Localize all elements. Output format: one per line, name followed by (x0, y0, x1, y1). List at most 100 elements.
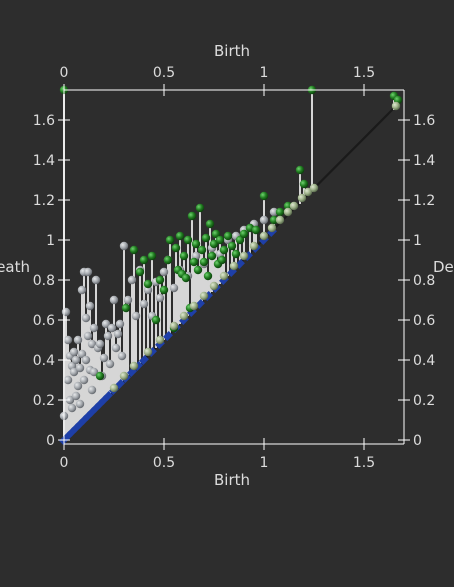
data-point (283, 201, 293, 211)
data-point (69, 347, 79, 357)
data-point (129, 361, 139, 371)
data-point (119, 371, 129, 381)
data-point (75, 363, 85, 373)
x-tick-label-bottom: 1 (260, 455, 269, 471)
data-point (71, 391, 81, 401)
data-point (235, 235, 245, 245)
data-point (103, 331, 113, 341)
y-tick-label-right: 1.2 (413, 193, 435, 209)
data-point (259, 231, 269, 241)
data-point (89, 367, 99, 377)
data-point (209, 239, 219, 249)
data-point (89, 323, 99, 333)
data-point (259, 191, 269, 201)
data-point (83, 331, 93, 341)
data-point (159, 285, 169, 295)
data-point (105, 359, 115, 369)
data-point (191, 239, 201, 249)
data-point (85, 301, 95, 311)
data-point (269, 215, 279, 225)
diagonal-point (103, 391, 113, 401)
data-point (195, 203, 205, 213)
y-tick-label-right: 1 (413, 233, 422, 249)
x-axis-title-top: Birth (214, 42, 250, 60)
data-point (391, 101, 401, 111)
data-point (199, 257, 209, 267)
data-point (67, 403, 77, 413)
data-point (231, 249, 241, 259)
data-point (109, 295, 119, 305)
x-tick-label-top: 0.5 (153, 65, 175, 81)
data-point (209, 281, 219, 291)
data-point (81, 355, 91, 365)
data-point (131, 311, 141, 321)
data-point (107, 323, 117, 333)
data-point (181, 273, 191, 283)
data-point (159, 267, 169, 277)
y-tick-label-right: 0 (413, 433, 422, 449)
data-point (121, 303, 131, 313)
data-point (117, 351, 127, 361)
data-point (95, 371, 105, 381)
data-point (143, 347, 153, 357)
data-point (61, 307, 71, 317)
data-point (169, 283, 179, 293)
data-point (139, 299, 149, 309)
x-axis-title-bottom: Birth (214, 471, 250, 489)
data-point (123, 295, 133, 305)
data-point (155, 335, 165, 345)
y-tick-label-left: 0.6 (33, 313, 55, 329)
y-tick-label-left: 0.4 (33, 353, 55, 369)
data-point (275, 215, 285, 225)
y-axis-title-left: Death (0, 258, 30, 276)
y-tick-label-right: 0.4 (413, 353, 435, 369)
data-point (175, 231, 185, 241)
data-point (77, 349, 87, 359)
y-tick-label-right: 0.2 (413, 393, 435, 409)
data-point (109, 383, 119, 393)
y-tick-label-left: 0.2 (33, 393, 55, 409)
data-point (151, 315, 161, 325)
data-point (201, 233, 211, 243)
data-point (169, 321, 179, 331)
data-point (119, 241, 129, 251)
data-point (267, 223, 277, 233)
data-point (193, 265, 203, 275)
data-point (303, 187, 313, 197)
data-point (143, 285, 153, 295)
y-tick-label-right: 1.4 (413, 153, 435, 169)
y-tick-label-left: 1.6 (33, 113, 55, 129)
x-tick-label-bottom: 0 (60, 455, 69, 471)
data-point (229, 261, 239, 271)
x-tick-label-top: 0 (60, 65, 69, 81)
data-point (179, 311, 189, 321)
data-point (211, 229, 221, 239)
y-tick-label-left: 1.4 (33, 153, 55, 169)
data-point (127, 275, 137, 285)
data-point (77, 285, 87, 295)
data-point (73, 335, 83, 345)
y-axis-title-right: Death (433, 258, 454, 276)
data-point (183, 235, 193, 245)
data-point (289, 201, 299, 211)
y-tick-label-right: 1.6 (413, 113, 435, 129)
data-point (115, 319, 125, 329)
data-point (143, 279, 153, 289)
data-point (197, 245, 207, 255)
data-point (101, 319, 111, 329)
data-point (205, 219, 215, 229)
data-point (147, 251, 157, 261)
data-point (79, 375, 89, 385)
diagonal-point (163, 331, 173, 341)
data-point (95, 339, 105, 349)
data-point (171, 243, 181, 253)
data-point (139, 255, 149, 265)
data-point (283, 207, 293, 217)
data-point (269, 207, 279, 217)
data-point (155, 275, 165, 285)
y-tick-label-left: 0.8 (33, 273, 55, 289)
data-point (223, 231, 233, 241)
data-point (71, 355, 81, 365)
data-point (199, 291, 209, 301)
